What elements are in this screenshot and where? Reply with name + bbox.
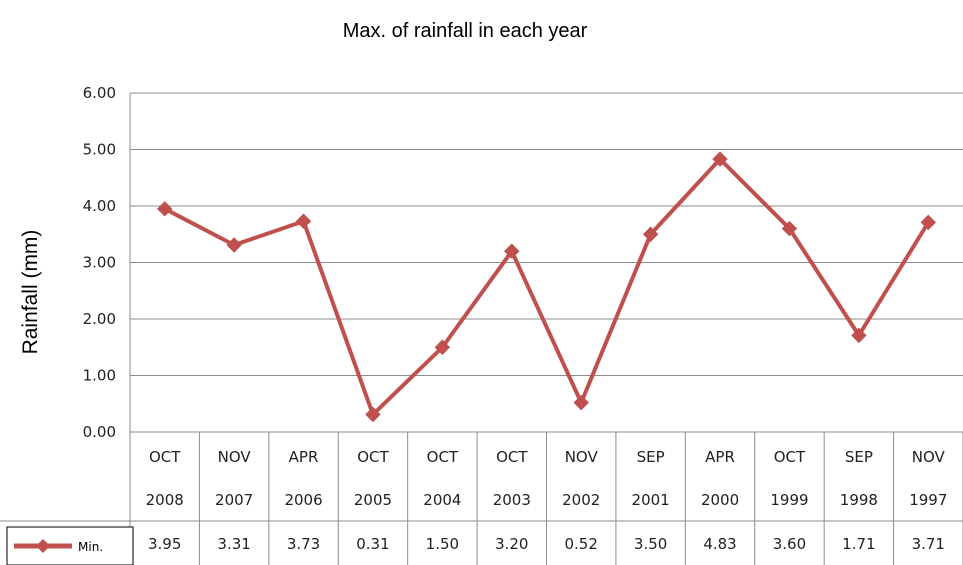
year-label: 2005 [354, 491, 392, 509]
gridlines [129, 92, 963, 433]
year-label: 2007 [215, 491, 253, 509]
year-label: 2002 [562, 491, 600, 509]
year-label: 2000 [701, 491, 739, 509]
data-point [295, 213, 312, 229]
y-tick-label: 6.00 [83, 84, 116, 102]
year-label: 1997 [909, 491, 947, 509]
year-label: 2008 [146, 491, 184, 509]
y-tick-labels: 0.00 1.00 2.00 3.00 4.00 5.00 6.00 [83, 84, 116, 441]
data-label: 3.73 [287, 535, 320, 553]
month-label: APR [705, 448, 735, 466]
month-label: OCT [774, 448, 806, 466]
data-label: 3.31 [217, 535, 250, 553]
data-label: 4.83 [703, 535, 736, 553]
y-tick-label: 1.00 [83, 367, 116, 385]
data-point [851, 327, 867, 344]
year-label: 2001 [632, 491, 670, 509]
year-label: 1998 [840, 491, 878, 509]
plot-area [157, 151, 936, 423]
data-label: 3.71 [912, 535, 945, 553]
year-label: 2003 [493, 491, 531, 509]
data-label: 3.20 [495, 535, 528, 553]
series-line [163, 157, 930, 417]
data-label: 0.31 [356, 535, 389, 553]
data-point [157, 201, 173, 217]
data-label: 3.50 [634, 535, 667, 553]
data-point [642, 226, 659, 242]
year-label: 2004 [423, 491, 461, 509]
y-tick-label: 3.00 [83, 254, 116, 272]
month-label: APR [289, 448, 319, 466]
y-tick-label: 4.00 [83, 197, 116, 215]
data-label: 3.60 [773, 535, 806, 553]
data-table: OCT 2008 3.95 NOV 2007 3.31 APR 2006 3.73 OCT 2005… [0, 432, 963, 565]
data-label: 3.95 [148, 535, 181, 553]
legend-label: Min. [78, 540, 103, 554]
year-label: 1999 [770, 491, 808, 509]
month-label: SEP [637, 448, 665, 466]
data-point [365, 406, 381, 423]
month-label: NOV [218, 448, 252, 466]
month-label: OCT [427, 448, 459, 466]
data-label: 1.71 [842, 535, 875, 553]
data-point [504, 243, 520, 259]
month-label: NOV [912, 448, 946, 466]
data-point [573, 394, 589, 411]
y-axis-label: Rainfall (mm) [19, 230, 42, 355]
data-point [920, 214, 936, 231]
y-tick-label: 0.00 [83, 423, 116, 441]
chart-title: Max. of rainfall in each year [343, 20, 588, 42]
month-label: SEP [845, 448, 873, 466]
legend-marker [36, 539, 50, 553]
y-tick-label: 2.00 [83, 310, 116, 328]
month-label: OCT [496, 448, 528, 466]
year-label: 2006 [284, 491, 322, 509]
month-label: NOV [565, 448, 599, 466]
legend: Min. [6, 526, 134, 565]
month-label: OCT [149, 448, 181, 466]
y-tick-label: 5.00 [83, 141, 116, 159]
data-point [226, 237, 242, 253]
data-label: 0.52 [565, 535, 598, 553]
data-label: 1.50 [426, 535, 459, 553]
data-point [712, 151, 728, 167]
data-point [434, 339, 451, 355]
data-point [781, 220, 798, 237]
month-label: OCT [357, 448, 389, 466]
